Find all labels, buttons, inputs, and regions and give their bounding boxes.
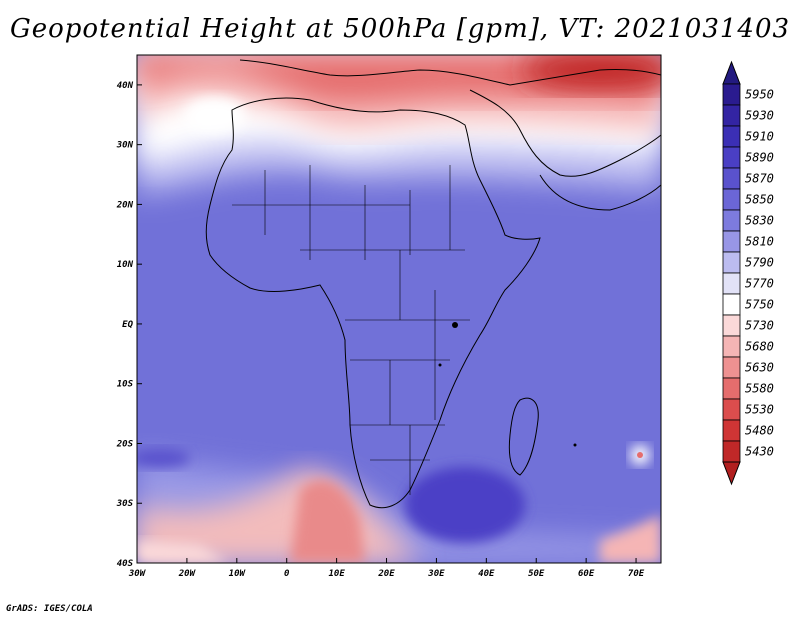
lon-tick-label: 70E: [628, 569, 645, 579]
lon-tick-label: 30E: [427, 569, 445, 579]
colorbar-swatch: [722, 125, 741, 148]
field-southeast: [600, 515, 661, 563]
arabia-south-coastline: [539, 174, 661, 211]
credit-label: GrADS: IGES/COLA: [6, 604, 93, 614]
colorbar-label: 5790: [745, 256, 774, 270]
latitude-ticks: 40N 30N 20N 10N EQ 10S 20S 30S 40S: [116, 81, 142, 569]
colorbar-label: 5930: [745, 109, 774, 123]
map-frame: [136, 54, 662, 564]
field-high-south-africa: [405, 467, 525, 543]
colorbar-bottom-arrow: [722, 461, 741, 486]
lat-tick-label: EQ: [122, 320, 133, 330]
height-field: [137, 55, 661, 563]
colorbar-label: 5680: [745, 340, 774, 354]
lakes: [438, 322, 577, 447]
colorbar-label: 5950: [745, 88, 774, 102]
colorbar: 5950 5930 5910 5890 5870 5850 5830 5810 5790 5770…: [722, 60, 774, 486]
europe-coastline: [239, 59, 661, 86]
arabia-coastline: [469, 89, 661, 177]
colorbar-swatch: [722, 146, 741, 169]
lon-tick-label: 20E: [377, 569, 395, 579]
lat-tick-label: 30N: [116, 141, 134, 151]
colorbar-swatch: [722, 209, 741, 232]
lon-tick-label: 30W: [128, 569, 147, 579]
lon-tick-label: 10E: [328, 569, 345, 579]
colorbar-swatch: [722, 314, 741, 337]
colorbar-label: 5770: [745, 277, 774, 291]
colorbar-swatch: [722, 398, 741, 421]
lon-tick-label: 0: [284, 569, 290, 579]
field-island-low-core: [637, 452, 643, 458]
lat-tick-label: 20S: [116, 439, 134, 449]
africa-coastline: [205, 97, 541, 509]
colorbar-swatch: [722, 167, 741, 190]
lon-tick-label: 40E: [478, 569, 495, 579]
lon-tick-label: 10W: [229, 569, 247, 579]
colorbar-label: 5750: [745, 298, 774, 312]
colorbar-swatch: [722, 272, 741, 295]
colorbar-label: 5580: [745, 382, 774, 396]
field-high-atlantic: [137, 448, 190, 468]
chart-title: Geopotential Height at 500hPa [gpm], VT:…: [9, 14, 791, 44]
lon-tick-label: 60E: [578, 569, 595, 579]
colorbar-swatch: [722, 83, 741, 106]
colorbar-label: 5910: [745, 130, 774, 144]
colorbar-label: 5630: [745, 361, 774, 375]
lat-tick-label: 40S: [117, 559, 134, 569]
colorbar-label: 5430: [745, 445, 774, 459]
lat-tick-label: 10N: [117, 260, 134, 270]
colorbar-label: 5810: [745, 235, 774, 249]
colorbar-swatch: [722, 251, 741, 274]
lon-tick-label: 20W: [178, 569, 197, 579]
colorbar-swatch: [722, 335, 741, 358]
colorbar-label: 5480: [745, 424, 774, 438]
colorbar-label: 5870: [745, 172, 774, 186]
madagascar-coastline: [508, 397, 539, 476]
lat-tick-label: 20N: [116, 200, 134, 210]
lon-tick-label: 50E: [528, 569, 545, 579]
colorbar-label: 5850: [745, 193, 774, 207]
colorbar-swatch: [722, 440, 741, 463]
colorbar-swatch: [722, 104, 741, 127]
colorbar-label: 5530: [745, 403, 774, 417]
colorbar-label: 5890: [745, 151, 774, 165]
field-north-ridge: [185, 97, 245, 133]
colorbar-swatch: [722, 230, 741, 253]
colorbar-swatch: [722, 356, 741, 379]
colorbar-swatch: [722, 377, 741, 400]
field-north-low: [520, 55, 661, 90]
colorbar-label: 5830: [745, 214, 774, 228]
longitude-ticks: 30W 20W 10W 0 10E 20E 30E 40E 50E 60E 70E: [128, 558, 645, 579]
coastlines: [205, 59, 661, 509]
field-south-trough-core: [290, 480, 365, 563]
colorbar-swatch: [722, 419, 741, 442]
colorbar-swatch: [722, 188, 741, 211]
country-borders: [232, 165, 470, 495]
lat-tick-label: 40N: [117, 81, 134, 91]
lat-tick-label: 10S: [117, 380, 134, 390]
colorbar-top-arrow: [722, 60, 741, 85]
colorbar-label: 5730: [745, 319, 774, 333]
field-southwest: [137, 540, 230, 563]
colorbar-swatch: [722, 293, 741, 316]
lat-tick-label: 30S: [116, 499, 134, 509]
